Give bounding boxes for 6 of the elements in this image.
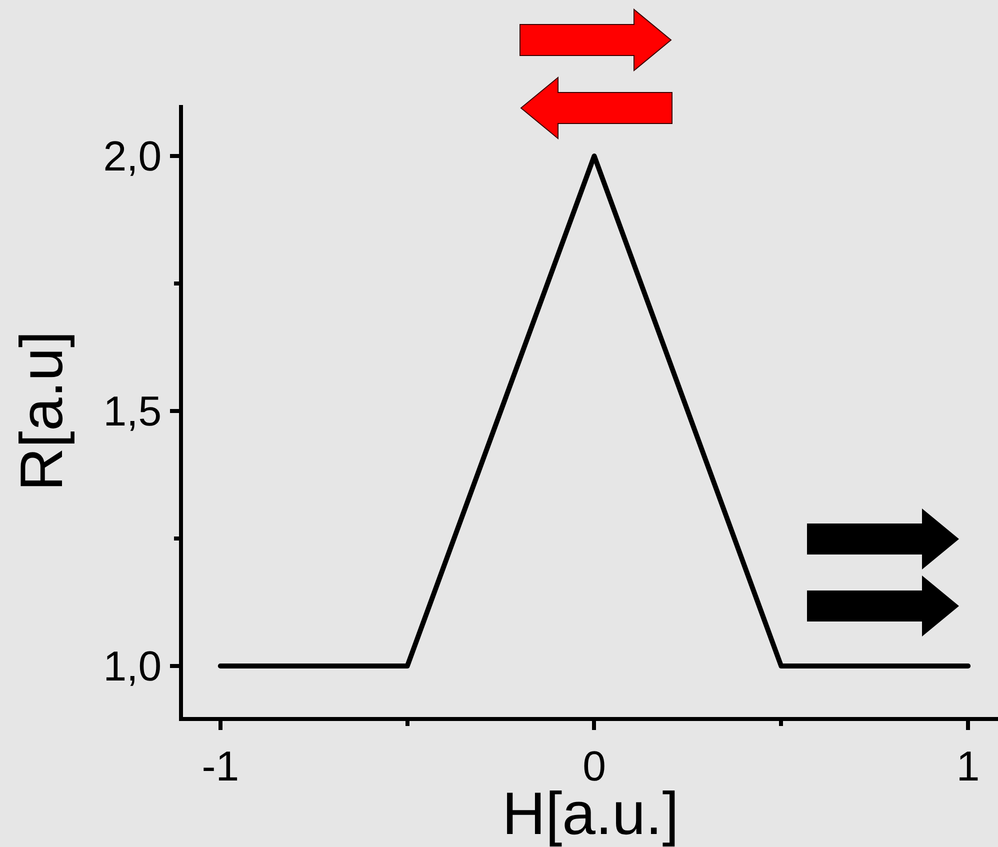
y-tick-label: 1,0 — [103, 642, 162, 690]
x-tick-label: 1 — [956, 742, 980, 790]
y-tick-label: 1,5 — [103, 388, 162, 435]
y-tick-label: 2,0 — [103, 132, 162, 180]
y-axis-title: R[a.u] — [8, 330, 76, 492]
x-tick-label: -1 — [202, 742, 240, 790]
